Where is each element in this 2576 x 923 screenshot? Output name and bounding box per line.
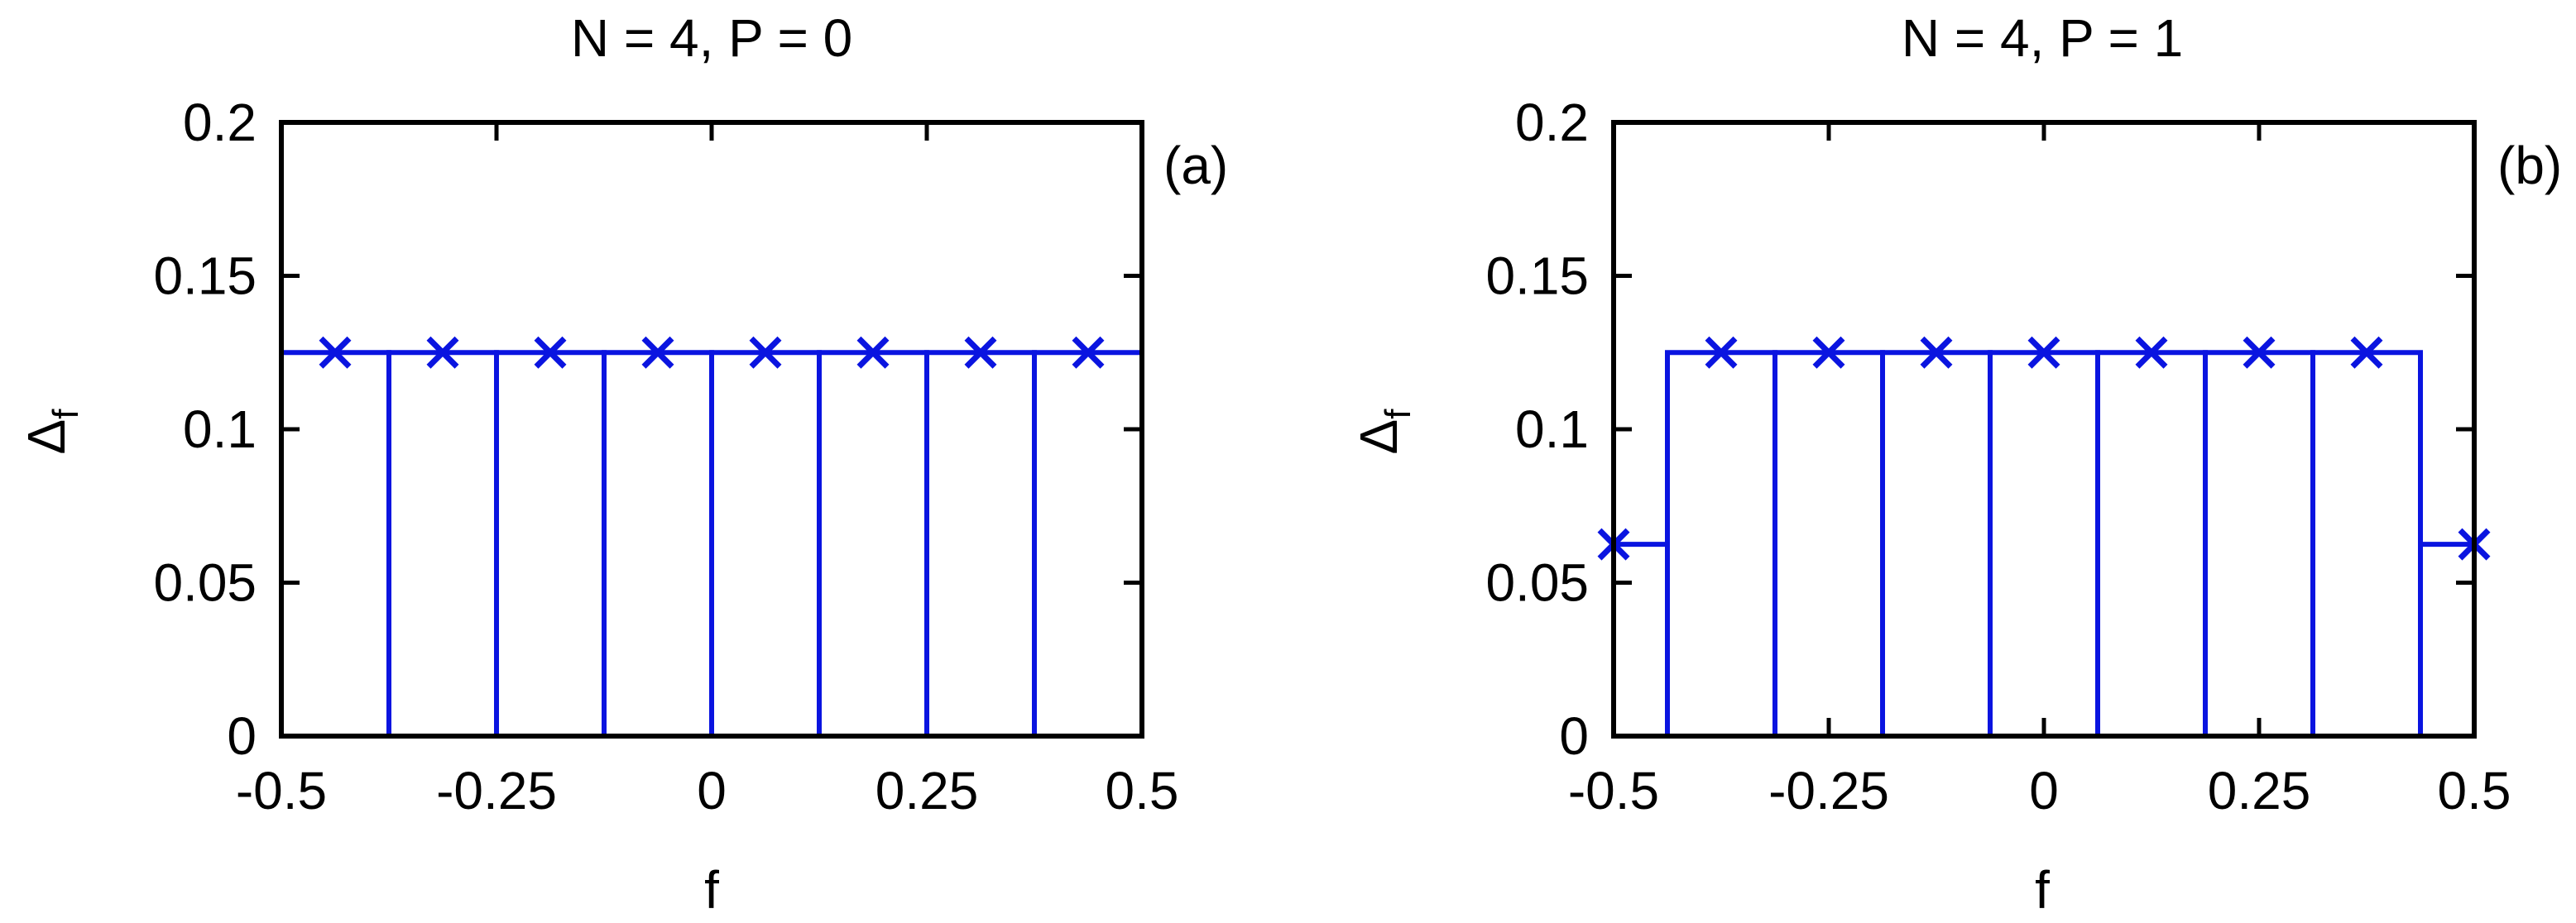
histogram-bar: [2095, 350, 2208, 739]
x-tick-label: -0.5: [236, 761, 327, 820]
x-axis-label: f: [704, 860, 719, 919]
data-point-marker: [1705, 336, 1738, 369]
data-point-marker: [1812, 336, 1845, 369]
y-axis-label-main: Δ: [1349, 419, 1408, 455]
histogram-bar: [1665, 350, 1777, 739]
histogram-bar: [1772, 350, 1885, 739]
data-point-marker: [319, 336, 352, 369]
plot-frame: [279, 120, 1144, 739]
histogram-bar: [602, 350, 714, 739]
x-axis-label: f: [2035, 860, 2050, 919]
panel-title: N = 4, P = 0: [571, 8, 852, 68]
y-tick-label: 0: [1559, 706, 1589, 766]
x-tick-label: 0.25: [875, 761, 979, 820]
y-tick-label: 0.1: [183, 399, 257, 459]
y-tick-label: 0.2: [183, 93, 257, 152]
y-axis-label-sub: f: [1378, 409, 1418, 419]
histogram-bar: [2310, 350, 2423, 739]
x-tick-label: -0.25: [1768, 761, 1889, 820]
panel-a: N = 4, P = 0 (a) f Δf -0.5 -0.25 0 0.25 0.5 0…: [17, 8, 1228, 920]
y-tick-label: 0.15: [1485, 246, 1589, 306]
x-tick-label: 0: [697, 761, 727, 820]
x-tick-label: 0.5: [2438, 761, 2511, 820]
histogram-bar: [1880, 350, 1993, 739]
data-point-marker: [534, 336, 567, 369]
data-point-marker: [426, 336, 459, 369]
data-point-marker: [2027, 336, 2060, 369]
y-tick-label: 0.15: [153, 246, 257, 306]
y-tick-label: 0.2: [1515, 93, 1589, 152]
histogram-bar: [924, 350, 1037, 739]
x-tick-label: -0.25: [436, 761, 557, 820]
histogram-bar: [1988, 350, 2100, 739]
x-tick-label: 0.25: [2208, 761, 2311, 820]
svg-text:Δf: Δf: [1349, 409, 1418, 455]
plot-frame: [1611, 120, 2477, 739]
markers: [1597, 336, 2491, 561]
histogram-bar: [2203, 350, 2315, 739]
panel-label: (a): [1163, 136, 1228, 195]
y-axis-label-main: Δ: [17, 419, 76, 455]
y-axis-label: Δf: [17, 409, 86, 455]
data-point-marker: [2135, 336, 2168, 369]
panel-b: N = 4, P = 1 (b) f Δf -0.5 -0.25 0 0.25 0.5 0…: [1349, 8, 2562, 920]
panel-label: (b): [2497, 136, 2562, 195]
ticks: -0.5 -0.25 0 0.25 0.5 0 0.05 0.1 0.15 0.2: [153, 93, 1178, 820]
panel-title: N = 4, P = 1: [1902, 8, 2183, 68]
data-point-marker: [1920, 336, 1953, 369]
histogram-bar: [1032, 350, 1144, 739]
histogram-bar: [386, 350, 499, 739]
x-tick-label: 0: [2029, 761, 2059, 820]
markers: [319, 336, 1105, 369]
bars: [279, 350, 1144, 739]
y-tick-label: 0.05: [1485, 553, 1589, 613]
y-tick-label: 0.1: [1515, 399, 1589, 459]
y-axis-label-sub: f: [46, 409, 86, 419]
data-point-marker: [641, 336, 674, 369]
data-point-marker: [1072, 336, 1105, 369]
x-tick-label: -0.5: [1568, 761, 1659, 820]
histogram-bar: [1611, 542, 1670, 739]
histogram-bar: [817, 350, 929, 739]
data-point-marker: [964, 336, 997, 369]
data-point-marker: [2243, 336, 2276, 369]
data-point-marker: [749, 336, 782, 369]
histogram-bar: [709, 350, 822, 739]
ticks: -0.5 -0.25 0 0.25 0.5 0 0.05 0.1 0.15 0.2: [1485, 93, 2511, 820]
y-tick-label: 0.05: [153, 553, 257, 613]
histogram-bar: [279, 350, 391, 739]
bars: [1611, 350, 2477, 739]
data-point-marker: [2350, 336, 2383, 369]
svg-text:Δf: Δf: [17, 409, 86, 455]
y-tick-label: 0: [227, 706, 257, 766]
histogram-bar: [494, 350, 607, 739]
histogram-bar: [2418, 542, 2477, 739]
y-axis-label: Δf: [1349, 409, 1418, 455]
x-tick-label: 0.5: [1106, 761, 1179, 820]
data-point-marker: [856, 336, 890, 369]
